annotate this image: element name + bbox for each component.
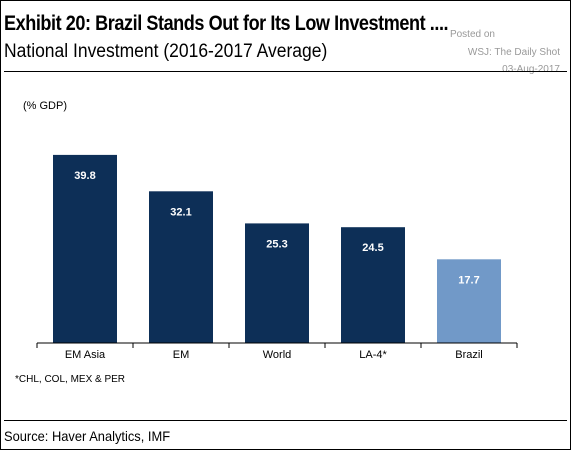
y-axis-unit-label: (% GDP) bbox=[23, 100, 67, 112]
footer-divider bbox=[4, 420, 567, 421]
x-tick-label: EM Asia bbox=[65, 349, 106, 361]
chart-subtitle: National Investment (2016-2017 Average) bbox=[4, 41, 328, 62]
bar-la-4 bbox=[341, 227, 405, 343]
source-note: Source: Haver Analytics, IMF bbox=[4, 428, 171, 444]
data-label: 32.1 bbox=[170, 206, 191, 218]
x-tick-label: EM bbox=[173, 349, 190, 361]
watermark-publication: WSJ: The Daily Shot bbox=[467, 47, 560, 58]
x-tick-label: Brazil bbox=[455, 349, 483, 361]
x-axis-ticks bbox=[36, 343, 518, 348]
data-label: 25.3 bbox=[266, 238, 287, 250]
chart-footnote: *CHL, COL, MEX & PER bbox=[15, 374, 126, 385]
data-label: 39.8 bbox=[74, 170, 95, 182]
bar-em-asia bbox=[53, 154, 117, 343]
x-tick-label: LA-4* bbox=[359, 349, 387, 361]
header-divider bbox=[4, 71, 567, 72]
chart-title: Exhibit 20: Brazil Stands Out for Its Lo… bbox=[4, 12, 449, 35]
bars-layer: 39.8 32.1 25.3 24.5 17.7 bbox=[53, 154, 501, 343]
data-label: 17.7 bbox=[458, 274, 479, 286]
watermark-date: 03-Aug-2017 bbox=[502, 64, 560, 75]
bar-em bbox=[149, 191, 213, 343]
x-tick-label: World bbox=[263, 349, 292, 361]
x-axis-tick-labels: EM Asia EM World LA-4* Brazil bbox=[65, 349, 483, 361]
bar-world bbox=[245, 223, 309, 343]
data-label: 24.5 bbox=[362, 242, 383, 254]
bar-brazil bbox=[437, 259, 501, 343]
watermark-posted-on: Posted on bbox=[449, 29, 495, 40]
